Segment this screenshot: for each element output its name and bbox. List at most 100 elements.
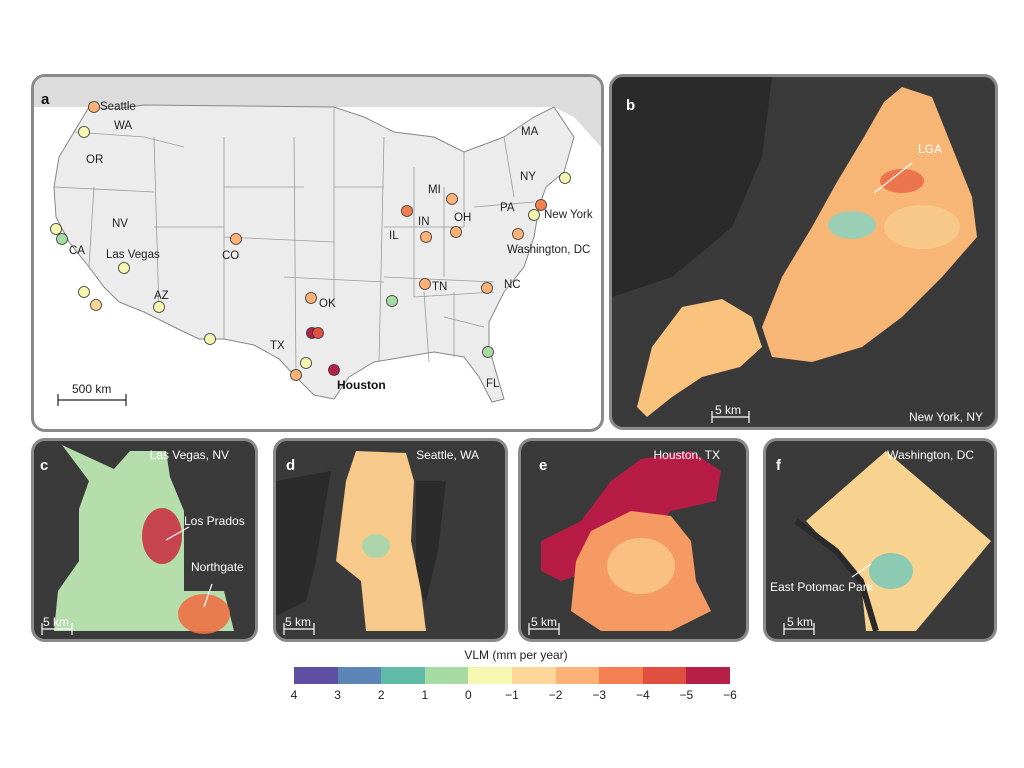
legend-swatch-3 — [424, 667, 469, 684]
site-marker-wa2 — [78, 126, 90, 138]
site-marker-tx3 — [300, 357, 312, 369]
state-label-co: CO — [222, 250, 239, 262]
legend-title: VLM (mm per year) — [464, 648, 568, 662]
vlm-colorbar-legend: VLM (mm per year) 4 3 2 1 0 −1 −2 −3 −4 −5 −6 — [286, 648, 746, 708]
northgate-subsidence — [178, 594, 230, 634]
panel-label-b: b — [626, 97, 636, 114]
washington-dc-vlm-map: East Potomac Park — [770, 451, 991, 635]
panel-title-d: Seattle, WA — [416, 448, 479, 462]
annotation-los-prados: Los Prados — [184, 514, 245, 528]
uplift-zone — [362, 534, 390, 558]
scale-text-e: 5 km — [531, 615, 558, 629]
seattle-vlm-map — [276, 451, 446, 635]
legend-tick-9: −5 — [679, 688, 694, 702]
site-marker-newyork — [535, 199, 547, 211]
site-marker-ca1 — [50, 223, 62, 235]
lga-leader-line — [873, 162, 913, 194]
site-marker-pa — [528, 209, 540, 221]
east-potomac-uplift — [869, 553, 913, 589]
legend-tick-8: −4 — [635, 688, 650, 702]
legend-swatch-0 — [294, 667, 338, 684]
los-prados-leader-line — [165, 526, 190, 541]
water-area — [612, 77, 772, 297]
legend-tick-1: 3 — [334, 688, 341, 702]
site-marker-mi — [446, 193, 458, 205]
panel-title-e: Houston, TX — [653, 448, 720, 462]
legend-tick-10: −6 — [723, 688, 737, 702]
site-marker-ny2 — [559, 172, 571, 184]
city-label-houston: Houston — [337, 378, 386, 392]
state-label-nv: NV — [112, 218, 128, 230]
scale-text-b: 5 km — [715, 403, 742, 417]
legend-tick-7: −3 — [592, 688, 607, 702]
legend-swatch-9 — [686, 667, 730, 684]
scale-text-c: 5 km — [43, 615, 70, 629]
site-marker-az — [153, 301, 165, 313]
state-label-nc: NC — [504, 279, 521, 291]
scale-text-a: 500 km — [72, 382, 112, 396]
state-label-oh: OH — [454, 212, 471, 224]
site-marker-fl — [482, 346, 494, 358]
city-label-las-vegas: Las Vegas — [106, 249, 160, 261]
panel-a-us-map: WA OR CA NV AZ CO TX OK IL IN MI OH TN N… — [31, 74, 604, 432]
legend-tick-2: 2 — [377, 688, 385, 702]
site-marker-dc — [512, 228, 524, 240]
city-label-seattle: Seattle — [100, 101, 136, 113]
state-label-or: OR — [86, 154, 103, 166]
state-label-ok: OK — [319, 298, 336, 310]
state-label-fl: FL — [486, 378, 500, 390]
panel-label-a: a — [41, 91, 50, 108]
state-borders — [53, 107, 535, 378]
annotation-northgate: Northgate — [191, 560, 244, 574]
legend-swatch-6 — [555, 667, 600, 684]
legend-tick-4: 0 — [465, 688, 472, 702]
annotation-lga: LGA — [918, 142, 942, 156]
state-label-tn: TN — [432, 281, 447, 293]
lga-subsidence-zone — [880, 169, 924, 193]
state-label-wa: WA — [114, 120, 132, 132]
panel-title-c: Las Vegas, NV — [149, 448, 229, 462]
site-marker-lasvegas — [118, 262, 130, 274]
site-marker-co — [230, 233, 242, 245]
state-label-ca: CA — [69, 245, 85, 257]
scale-text-f: 5 km — [787, 615, 814, 629]
site-marker-ok — [305, 292, 317, 304]
legend-tick-0: 4 — [290, 688, 298, 702]
panel-label-d: d — [286, 457, 296, 474]
annotation-east-potomac-park: East Potomac Park — [770, 580, 874, 594]
state-label-in: IN — [418, 216, 430, 228]
site-marker-ca3 — [78, 286, 90, 298]
las-vegas-vlm-map: Los Prados Northgate — [41, 445, 245, 635]
site-marker-ca4 — [90, 299, 102, 311]
legend-swatch-8 — [642, 667, 687, 684]
dc-vlm-area — [806, 451, 991, 631]
site-marker-in — [420, 231, 432, 243]
panel-label-e: e — [539, 457, 548, 474]
legend-swatch-4 — [468, 667, 512, 684]
panel-f-washington-dc: East Potomac Park f Washington, DC 5 km — [763, 438, 997, 642]
legend-tick-3: 1 — [421, 688, 429, 702]
northgate-leader-line — [203, 583, 213, 608]
legend-swatch-5 — [511, 667, 556, 684]
city-label-washington-dc: Washington, DC — [507, 244, 590, 256]
legend-tick-6: −2 — [548, 688, 563, 702]
state-label-pa: PA — [500, 202, 515, 214]
panel-b-new-york: LGA b 5 km New York, NY — [609, 74, 998, 430]
canada-land — [34, 77, 601, 147]
state-label-ma: MA — [521, 126, 539, 138]
site-markers — [50, 101, 571, 381]
site-marker-houston — [328, 364, 340, 376]
state-label-az: AZ — [154, 290, 169, 302]
panel-e-houston: e Houston, TX 5 km — [518, 438, 749, 642]
us-landmass — [53, 104, 575, 403]
legend-swatch-1 — [337, 667, 382, 684]
state-labels: WA OR CA NV AZ CO TX OK IL IN MI OH TN N… — [69, 120, 539, 390]
houston-vlm-map — [528, 451, 721, 635]
site-marker-oh — [450, 226, 462, 238]
site-marker-il — [401, 205, 413, 217]
legend-swatch-7 — [599, 667, 643, 684]
staten-island-vlm — [637, 299, 762, 417]
lake-washington-water — [416, 481, 446, 601]
site-marker-seattle — [88, 101, 100, 113]
site-marker-tn — [419, 278, 431, 290]
